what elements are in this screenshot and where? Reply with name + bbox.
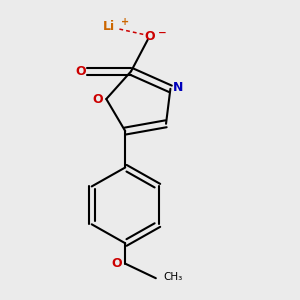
Text: O: O [76, 65, 86, 78]
Text: Li: Li [103, 20, 115, 33]
Text: +: + [121, 17, 129, 27]
Text: O: O [145, 30, 155, 43]
Text: N: N [173, 81, 184, 94]
Text: CH₃: CH₃ [163, 272, 182, 282]
Text: O: O [93, 92, 104, 106]
Text: O: O [112, 257, 122, 270]
Text: −: − [158, 28, 167, 38]
